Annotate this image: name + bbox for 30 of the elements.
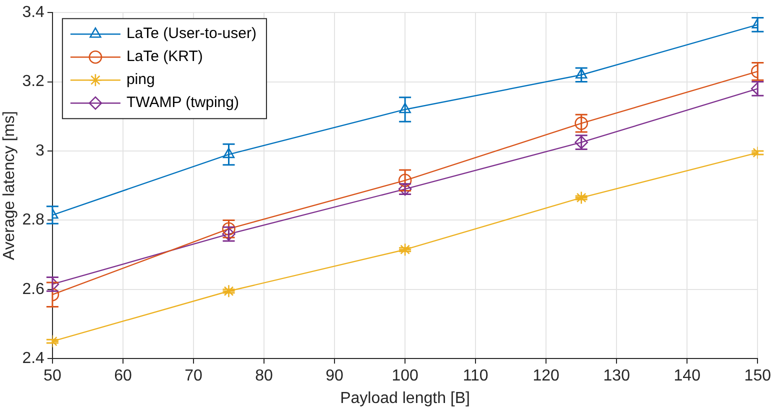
y-tick-label: 3 — [36, 142, 45, 160]
y-axis-title: Average latency [ms] — [1, 111, 18, 260]
y-tick-label: 2.8 — [22, 212, 45, 229]
x-tick-label: 110 — [462, 368, 488, 385]
x-tick-label: 120 — [532, 368, 560, 385]
point — [222, 148, 235, 158]
x-tick-label: 150 — [744, 368, 772, 385]
legend-label: LaTe (KRT) — [126, 48, 203, 66]
point — [222, 284, 236, 298]
x-axis-title: Payload length [B] — [340, 390, 470, 407]
x-tick-label: 100 — [392, 368, 418, 385]
point — [398, 242, 412, 256]
x-tick-label: 50 — [44, 368, 62, 385]
x-tick-label: 130 — [603, 368, 630, 385]
point — [398, 174, 412, 188]
y-tick-label: 2.4 — [22, 350, 45, 368]
legend-label: LaTe (User-to-user) — [126, 25, 256, 42]
legend-label: ping — [126, 71, 155, 88]
x-tick-label: 70 — [184, 368, 202, 385]
x-tick-label: 140 — [674, 368, 701, 385]
x-tick-label: 90 — [326, 368, 344, 385]
y-tick-label: 2.6 — [22, 280, 45, 298]
point — [399, 102, 411, 114]
y-tick-label: 3.2 — [22, 73, 45, 90]
y-tick-label: 3.4 — [22, 4, 45, 22]
point — [574, 191, 588, 204]
legend-label: TWAMP (twping) — [126, 94, 239, 112]
x-tick-label: 60 — [114, 368, 132, 385]
x-tick-label: 80 — [255, 368, 274, 385]
point — [576, 68, 588, 79]
